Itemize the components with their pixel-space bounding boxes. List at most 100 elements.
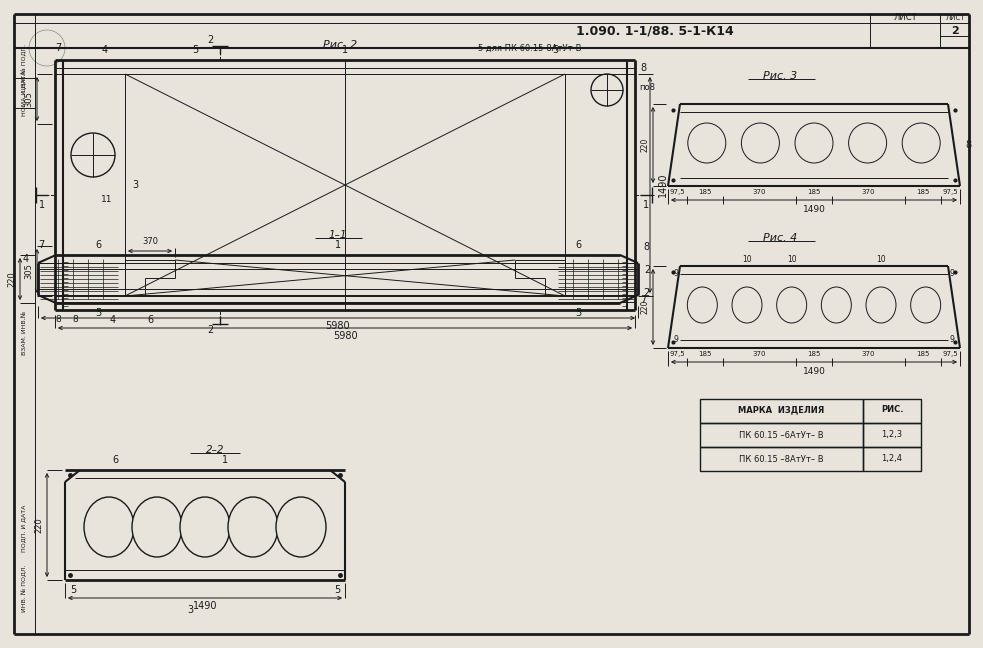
Text: 97,5: 97,5: [669, 351, 685, 357]
Text: 1490: 1490: [658, 173, 668, 197]
Text: 1: 1: [222, 455, 228, 465]
Text: 1490: 1490: [802, 205, 826, 213]
Text: МАРКА  ИЗДЕЛИЯ: МАРКА ИЗДЕЛИЯ: [738, 406, 825, 415]
Bar: [863, 399, 921, 423]
Text: 4: 4: [23, 254, 29, 264]
Text: 5: 5: [95, 308, 101, 318]
Ellipse shape: [84, 497, 134, 557]
Text: 370: 370: [753, 351, 767, 357]
Text: 7: 7: [640, 295, 646, 305]
Text: 1: 1: [643, 200, 649, 210]
Ellipse shape: [276, 497, 326, 557]
Text: 185: 185: [916, 189, 930, 195]
Text: 2: 2: [952, 26, 958, 36]
Text: 1: 1: [342, 45, 348, 55]
Text: 370: 370: [142, 238, 158, 246]
Text: 185: 185: [807, 189, 821, 195]
Text: 9: 9: [950, 336, 954, 345]
Bar: [700, 423, 863, 447]
Text: ПК 60.15 –6АтУт– В: ПК 60.15 –6АтУт– В: [739, 430, 824, 439]
Text: 1.090. 1-1/88. 5-1-К14: 1.090. 1-1/88. 5-1-К14: [576, 25, 734, 38]
Text: ЛИСТ: ЛИСТ: [894, 14, 917, 23]
Text: 5: 5: [334, 585, 340, 595]
Text: 5: 5: [575, 308, 581, 318]
Text: 5 для ПК 60.15-8АтУт-В: 5 для ПК 60.15-8АтУт-В: [479, 43, 582, 52]
Bar: [863, 423, 921, 447]
Text: 5980: 5980: [332, 331, 357, 341]
Ellipse shape: [741, 123, 780, 163]
Text: 185: 185: [699, 189, 712, 195]
Text: 2: 2: [206, 325, 213, 335]
Text: 370: 370: [862, 189, 875, 195]
Text: 9: 9: [950, 270, 954, 279]
Text: 1: 1: [39, 200, 45, 210]
Text: РИС.: РИС.: [881, 406, 903, 415]
Ellipse shape: [866, 287, 896, 323]
Text: 2: 2: [206, 35, 213, 45]
Text: ЛИСТ: ЛИСТ: [946, 15, 964, 21]
Text: 97,5: 97,5: [669, 189, 685, 195]
Text: 8: 8: [640, 63, 646, 73]
Text: 5980: 5980: [325, 321, 350, 331]
Text: Рис. 2: Рис. 2: [322, 40, 357, 50]
Bar: [863, 447, 921, 471]
Text: 6: 6: [146, 315, 153, 325]
Text: 6: 6: [112, 455, 118, 465]
Text: 4: 4: [102, 45, 108, 55]
Text: 2: 2: [644, 265, 650, 275]
Bar: [700, 447, 863, 471]
Text: по8: по8: [639, 84, 655, 93]
Text: 2: 2: [643, 288, 649, 298]
Text: 1,2,4: 1,2,4: [882, 454, 902, 463]
Text: 6: 6: [95, 240, 101, 250]
Text: 5: 5: [70, 585, 76, 595]
Text: Рис. 4: Рис. 4: [763, 233, 797, 243]
Text: 185: 185: [916, 351, 930, 357]
Text: 305: 305: [25, 263, 33, 279]
Text: ПОДП. И ДАТА: ПОДП. И ДАТА: [22, 504, 27, 551]
Text: 5: 5: [192, 45, 199, 55]
Text: 8: 8: [965, 140, 971, 150]
Text: 220: 220: [34, 517, 43, 533]
Text: 3: 3: [132, 180, 138, 190]
Text: 220: 220: [8, 271, 17, 287]
Text: 1,2,3: 1,2,3: [882, 430, 902, 439]
Text: 220: 220: [641, 300, 650, 314]
Ellipse shape: [822, 287, 851, 323]
Text: 11: 11: [101, 196, 113, 205]
Ellipse shape: [795, 123, 833, 163]
Ellipse shape: [180, 497, 230, 557]
Text: ИНВ. № ПОДЛ.: ИНВ. № ПОДЛ.: [22, 564, 27, 612]
Ellipse shape: [687, 287, 718, 323]
Text: ПК 60.15 –8АтУт– В: ПК 60.15 –8АтУт– В: [739, 454, 824, 463]
Text: 2–2: 2–2: [205, 445, 224, 455]
Text: 4: 4: [110, 315, 116, 325]
Text: 1490: 1490: [193, 601, 217, 611]
Text: 3: 3: [187, 605, 193, 615]
Ellipse shape: [910, 287, 941, 323]
Ellipse shape: [732, 287, 762, 323]
Text: 220: 220: [641, 138, 650, 152]
Text: ЦНЖ № ПОДП.: ЦНЖ № ПОДП.: [22, 44, 27, 92]
Text: Рис. 3: Рис. 3: [763, 71, 797, 81]
Ellipse shape: [848, 123, 887, 163]
Text: 9: 9: [673, 270, 678, 279]
Text: 7: 7: [38, 240, 44, 250]
Text: НОМА И ДАТА: НОМА И ДАТА: [22, 71, 27, 116]
Text: 370: 370: [862, 351, 875, 357]
Text: 8: 8: [55, 316, 61, 325]
Text: 305: 305: [25, 91, 33, 107]
Text: 185: 185: [807, 351, 821, 357]
Text: 1490: 1490: [802, 367, 826, 375]
Text: 10: 10: [742, 255, 752, 264]
Text: 8: 8: [643, 242, 649, 252]
Text: 1–1: 1–1: [328, 230, 347, 240]
Ellipse shape: [228, 497, 278, 557]
Ellipse shape: [688, 123, 725, 163]
Text: 9: 9: [673, 336, 678, 345]
Text: 185: 185: [699, 351, 712, 357]
Bar: [700, 399, 863, 423]
Text: ВЗАМ. ИНВ.№: ВЗАМ. ИНВ.№: [22, 311, 27, 355]
Ellipse shape: [777, 287, 807, 323]
Text: 1: 1: [335, 240, 341, 250]
